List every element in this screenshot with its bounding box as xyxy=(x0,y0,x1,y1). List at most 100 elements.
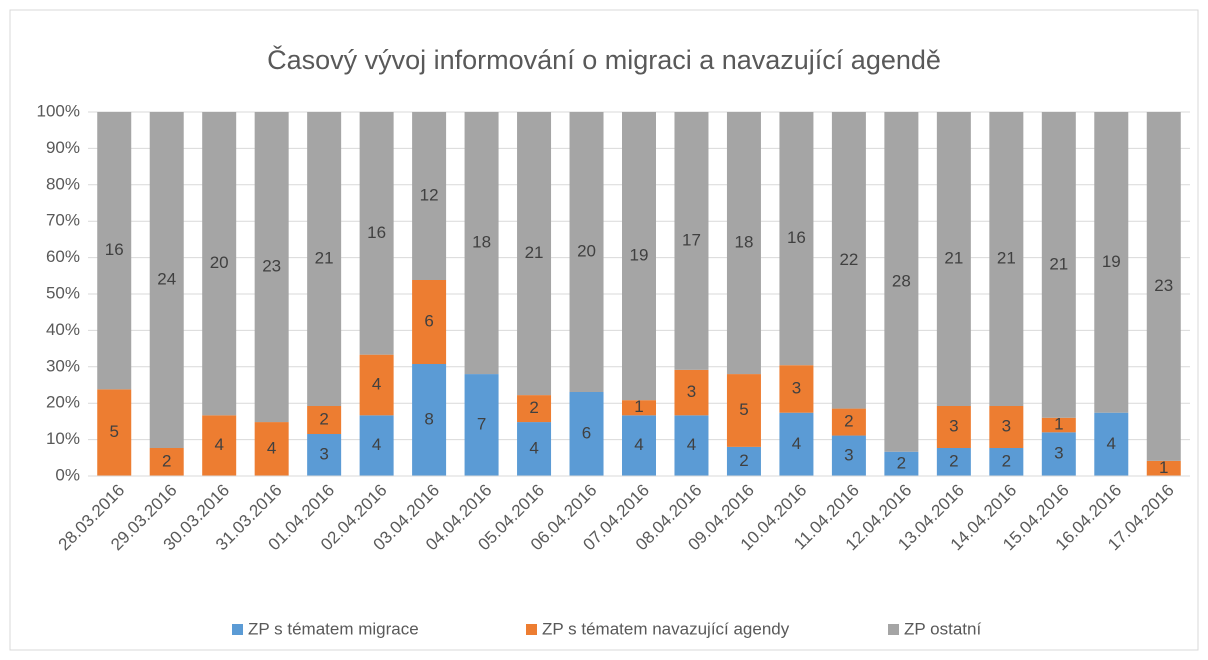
bar-segment xyxy=(517,422,552,476)
data-label: 2 xyxy=(739,451,748,470)
data-label: 2 xyxy=(1002,451,1011,470)
bar-segment xyxy=(884,112,919,452)
bar-segment xyxy=(726,112,761,375)
bar-segment xyxy=(464,374,499,476)
bar-segment xyxy=(989,448,1024,476)
data-label: 4 xyxy=(372,435,381,454)
data-label: 4 xyxy=(267,439,276,458)
data-label: 3 xyxy=(949,416,958,435)
bar-segment xyxy=(779,365,814,413)
y-tick-label: 30% xyxy=(46,356,80,375)
data-label: 2 xyxy=(162,451,171,470)
data-label: 6 xyxy=(424,311,433,330)
data-label: 5 xyxy=(110,422,119,441)
data-label: 4 xyxy=(1107,434,1116,453)
data-label: 2 xyxy=(844,412,853,431)
data-label: 20 xyxy=(577,241,596,260)
bar-segment xyxy=(412,280,447,364)
y-tick-label: 20% xyxy=(46,393,80,412)
bar-segment xyxy=(674,415,709,476)
data-label: 23 xyxy=(262,257,281,276)
bar-segment xyxy=(936,406,971,448)
bar-segment xyxy=(1094,412,1129,476)
bar-segment xyxy=(517,112,552,396)
bar-segment xyxy=(1146,460,1181,476)
y-tick-label: 70% xyxy=(46,211,80,230)
y-tick-label: 80% xyxy=(46,174,80,193)
bar-segment xyxy=(149,112,184,448)
data-label: 3 xyxy=(687,382,696,401)
data-label: 8 xyxy=(424,409,433,428)
data-label: 2 xyxy=(529,398,538,417)
bar-segment xyxy=(831,112,866,409)
data-label: 5 xyxy=(739,400,748,419)
data-label: 3 xyxy=(844,445,853,464)
data-label: 3 xyxy=(1002,416,1011,435)
bar-segment xyxy=(97,389,132,476)
data-label: 4 xyxy=(214,435,223,454)
data-label: 3 xyxy=(792,378,801,397)
bar-segment xyxy=(569,392,604,476)
bar-segment xyxy=(622,415,656,476)
data-label: 16 xyxy=(105,240,124,259)
bar-segment xyxy=(674,112,709,370)
bar-segment xyxy=(517,395,552,423)
bar-segment xyxy=(202,112,237,416)
bar-segment xyxy=(1041,432,1076,476)
data-label: 2 xyxy=(897,453,906,472)
legend-label: ZP s tématem migrace xyxy=(248,619,419,638)
bar-segment xyxy=(359,415,394,476)
data-label: 3 xyxy=(319,444,328,463)
data-label: 28 xyxy=(892,271,911,290)
bar-segment xyxy=(936,112,971,406)
bar-segment xyxy=(254,422,289,476)
data-label: 1 xyxy=(634,397,643,416)
data-label: 23 xyxy=(1154,276,1173,295)
bar-segment xyxy=(149,448,184,476)
bar-segment xyxy=(884,451,919,476)
bar-segment xyxy=(569,112,604,392)
data-label: 18 xyxy=(734,233,753,252)
data-label: 19 xyxy=(630,246,649,265)
data-label: 3 xyxy=(1054,444,1063,463)
data-label: 17 xyxy=(682,230,701,249)
data-label: 4 xyxy=(687,435,696,454)
bar-segment xyxy=(464,112,499,375)
bar-segment xyxy=(831,408,866,436)
bar-segment xyxy=(622,112,656,401)
legend-label: ZP s tématem navazující agendy xyxy=(542,619,790,638)
bar-segment xyxy=(831,435,866,476)
bar-segment xyxy=(726,446,761,476)
legend-label: ZP ostatní xyxy=(904,619,981,638)
bar-segment xyxy=(307,112,342,406)
data-label: 7 xyxy=(477,415,486,434)
data-label: 16 xyxy=(787,228,806,247)
bar-segment xyxy=(1041,417,1076,433)
bar-segment xyxy=(307,406,342,434)
bar-segment xyxy=(412,364,447,476)
y-tick-label: 50% xyxy=(46,283,80,302)
bar-segment xyxy=(1041,112,1076,418)
data-label: 1 xyxy=(1159,458,1168,477)
data-label: 18 xyxy=(472,233,491,252)
data-label: 19 xyxy=(1102,252,1121,271)
bar-segment xyxy=(412,112,447,280)
bar-segment xyxy=(202,415,237,476)
data-label: 4 xyxy=(372,374,381,393)
data-label: 21 xyxy=(315,248,334,267)
bar-segment xyxy=(989,406,1024,448)
data-label: 21 xyxy=(525,243,544,262)
data-label: 22 xyxy=(839,250,858,269)
data-label: 21 xyxy=(1049,254,1068,273)
bar-segment xyxy=(936,448,971,476)
bar-segment xyxy=(622,400,656,416)
data-label: 2 xyxy=(949,451,958,470)
data-label: 21 xyxy=(997,248,1016,267)
bar-segment xyxy=(359,112,394,355)
bar-segment xyxy=(1146,112,1181,461)
y-tick-label: 60% xyxy=(46,247,80,266)
bar-segment xyxy=(359,354,394,416)
bar-segment xyxy=(726,374,761,447)
y-tick-label: 0% xyxy=(55,465,80,484)
legend-swatch xyxy=(888,624,899,635)
